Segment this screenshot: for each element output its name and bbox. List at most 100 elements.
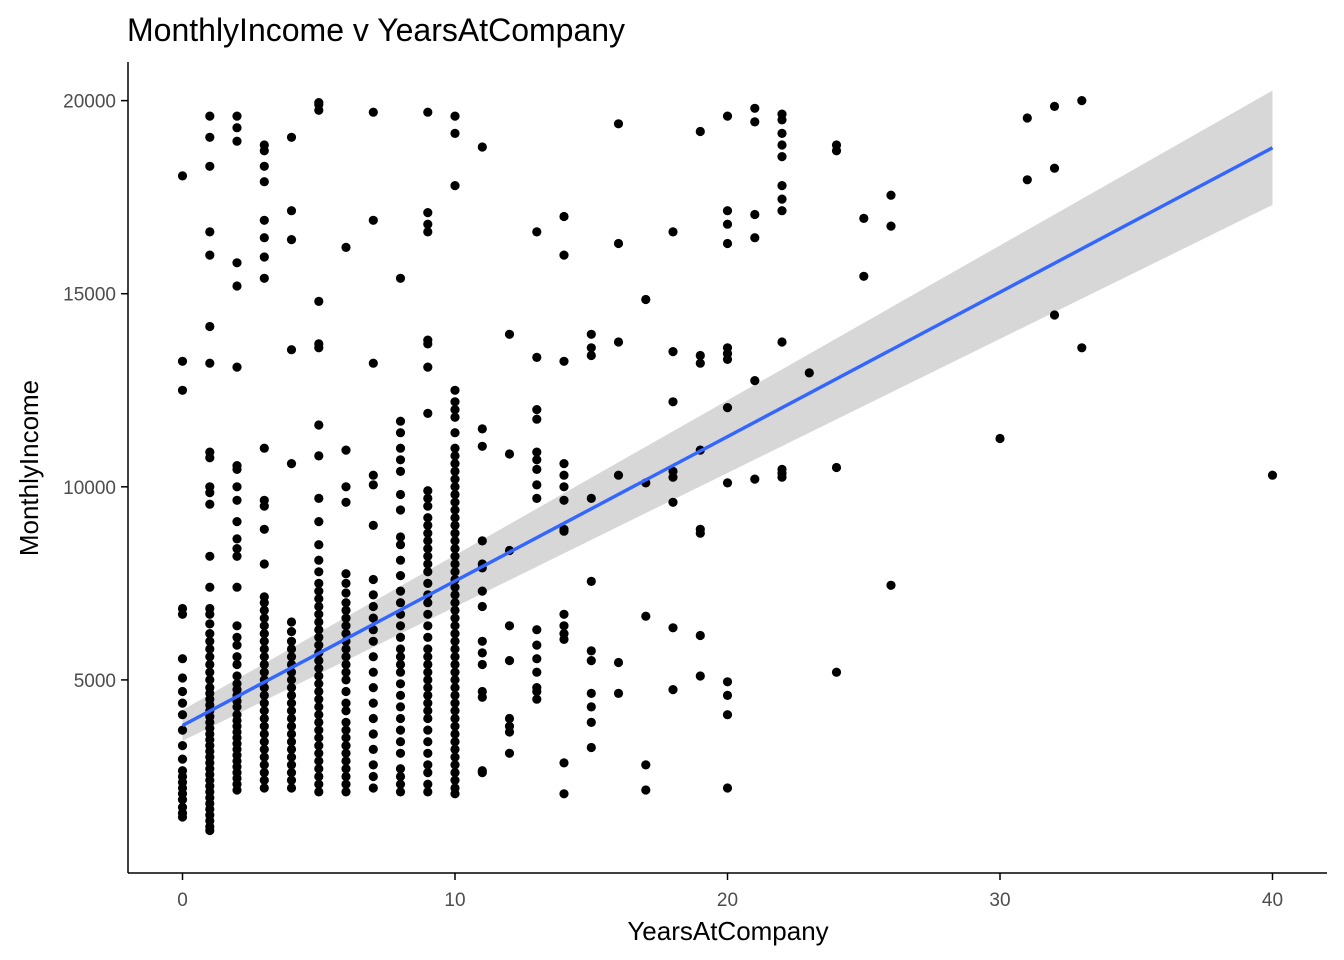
data-point <box>423 644 433 654</box>
data-point <box>205 636 215 646</box>
data-point <box>395 443 406 453</box>
data-point <box>559 459 569 469</box>
data-point <box>450 520 460 531</box>
data-point <box>668 685 678 695</box>
data-point <box>314 105 324 115</box>
data-point <box>613 337 624 347</box>
data-point <box>722 690 733 701</box>
data-point <box>395 555 406 565</box>
data-point <box>259 690 269 701</box>
data-point <box>559 634 569 645</box>
data-point <box>722 710 733 720</box>
data-point <box>423 760 433 770</box>
data-point <box>205 161 215 171</box>
data-point <box>450 551 460 561</box>
data-point <box>477 636 487 646</box>
data-point <box>423 737 433 747</box>
data-point <box>395 540 406 550</box>
data-point <box>395 725 406 735</box>
data-point <box>777 152 787 162</box>
trend-line-layer <box>181 146 1274 727</box>
data-point <box>177 741 188 751</box>
data-point <box>314 686 324 697</box>
data-point <box>450 567 460 577</box>
data-point <box>777 194 787 204</box>
data-point <box>314 420 324 430</box>
data-point <box>750 376 760 386</box>
data-point <box>286 775 297 785</box>
data-point <box>286 744 297 755</box>
data-point <box>477 648 487 658</box>
data-point <box>423 675 433 685</box>
data-point <box>177 356 188 366</box>
data-point <box>423 567 433 577</box>
data-point <box>368 215 378 225</box>
data-point <box>450 737 460 747</box>
data-point <box>722 111 733 121</box>
data-point <box>259 501 269 511</box>
data-point <box>423 652 433 662</box>
data-point <box>286 737 297 747</box>
data-point <box>232 632 242 643</box>
data-point <box>177 654 188 664</box>
data-point <box>341 644 351 654</box>
data-point <box>450 644 460 654</box>
data-point <box>423 683 433 693</box>
data-point <box>232 659 242 670</box>
data-point <box>314 710 324 720</box>
data-point <box>205 358 215 368</box>
data-point <box>286 713 297 724</box>
data-point <box>586 343 596 353</box>
data-point <box>613 657 624 668</box>
data-point <box>286 783 297 793</box>
data-point <box>259 737 269 747</box>
data-point <box>341 242 351 252</box>
data-point <box>722 354 733 364</box>
data-point <box>695 350 705 361</box>
data-point <box>504 329 515 339</box>
data-point <box>450 466 460 476</box>
data-point <box>750 103 760 113</box>
chart-title: MonthlyIncome v YearsAtCompany <box>127 12 625 48</box>
data-point <box>504 621 515 631</box>
data-point <box>368 729 378 739</box>
data-point <box>450 768 460 778</box>
data-point <box>314 609 324 619</box>
data-point <box>750 117 760 127</box>
data-point <box>232 785 242 795</box>
data-point <box>1049 310 1060 320</box>
data-point <box>232 136 242 146</box>
data-point <box>232 464 242 474</box>
data-point <box>177 725 188 735</box>
data-point <box>368 520 378 531</box>
data-point <box>532 352 542 362</box>
data-point <box>341 445 351 455</box>
data-point <box>1267 470 1278 480</box>
data-point <box>341 605 351 616</box>
data-point <box>259 721 269 731</box>
data-point <box>532 493 542 503</box>
data-point <box>1049 163 1060 173</box>
data-point <box>395 598 406 608</box>
data-point <box>450 412 460 422</box>
data-point <box>995 433 1005 444</box>
trend-line <box>181 146 1274 727</box>
data-point <box>232 495 242 505</box>
data-point <box>259 146 269 156</box>
data-point <box>368 760 378 770</box>
data-point <box>886 580 896 590</box>
data-point <box>177 686 188 697</box>
data-point <box>450 397 460 407</box>
data-point <box>722 238 733 249</box>
data-point <box>423 520 433 531</box>
data-point <box>232 551 242 561</box>
data-point <box>177 609 188 619</box>
data-point <box>286 459 297 469</box>
data-point <box>504 748 515 758</box>
data-point <box>368 771 378 782</box>
data-point <box>314 702 324 712</box>
data-point <box>450 752 460 762</box>
data-point <box>722 677 733 687</box>
data-point <box>232 123 242 133</box>
x-tick-label: 20 <box>717 890 738 911</box>
